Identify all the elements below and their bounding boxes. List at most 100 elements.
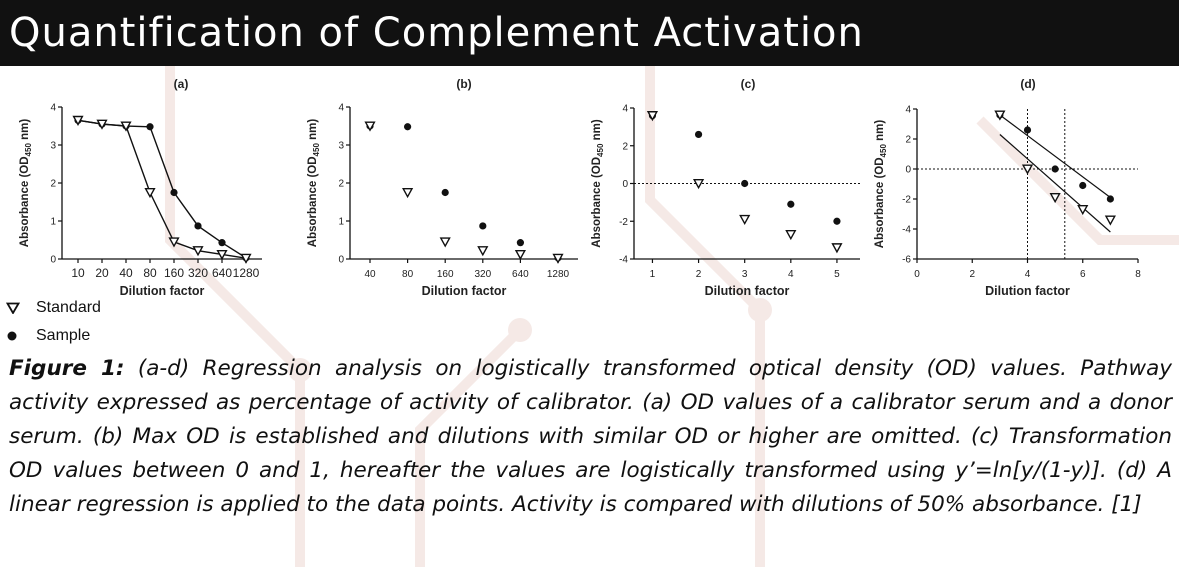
x-tick-label: 640	[212, 266, 232, 280]
y-axis-label: Absorbance (OD450 nm)	[591, 119, 605, 248]
data-point-sample	[404, 123, 412, 131]
data-point-standard	[168, 237, 180, 248]
y-tick-label: 3	[50, 141, 56, 152]
y-tick-label: 4	[905, 105, 911, 116]
x-tick-label: 4	[1025, 269, 1031, 280]
chart-panel-d: (d) -6 -4 -2 0 2 4 0 2 4 6 8 Dilution factor Absorban…	[874, 77, 1141, 298]
data-point-sample	[170, 188, 178, 197]
legend-label-standard: Standard	[36, 299, 101, 316]
data-point-sample	[516, 239, 525, 247]
y-axis-label: Absorbance (OD450 nm)	[874, 120, 888, 249]
data-point-standard	[994, 110, 1006, 121]
data-point-standard	[785, 229, 797, 241]
data-point-sample	[1023, 126, 1032, 134]
data-point-standard	[439, 237, 451, 248]
regression-line	[999, 134, 1111, 233]
filled-circle-marker-icon	[7, 331, 17, 341]
x-tick-label: 160	[164, 266, 184, 280]
y-tick-label: 2	[338, 179, 344, 190]
data-point-sample	[194, 222, 202, 230]
data-point-sample	[218, 239, 226, 247]
x-tick-label: 80	[402, 269, 414, 280]
y-tick-label: -2	[902, 195, 911, 206]
data-point-sample	[146, 123, 154, 131]
x-tick-label: 20	[95, 266, 109, 280]
x-tick-label: 160	[437, 269, 454, 280]
data-point-standard	[552, 253, 564, 264]
data-point-standard	[831, 243, 843, 254]
data-point-standard	[144, 188, 156, 199]
data-point-standard	[240, 253, 252, 264]
data-point-sample	[787, 200, 795, 208]
x-tick-label: 0	[914, 269, 920, 280]
x-tick-label: 3	[742, 269, 748, 280]
series-line-standard	[77, 119, 247, 259]
caption-text: (a-d) Regression analysis on logisticall…	[9, 356, 1172, 517]
caption-label: Figure 1:	[9, 356, 125, 381]
y-tick-label: -4	[619, 255, 628, 266]
data-point-standard	[364, 121, 376, 132]
chart-panel-a: (a) 0 1 2 3 4 10 20 40 80 160 320 640 1280 Dilution fa…	[19, 77, 262, 298]
x-tick-label: 320	[188, 266, 208, 280]
data-point-standard	[1049, 193, 1061, 204]
data-point-standard	[1104, 215, 1116, 226]
y-tick-label: 0	[905, 165, 911, 176]
data-point-sample	[479, 222, 487, 230]
x-tick-label: 40	[364, 269, 376, 280]
y-tick-label: 2	[622, 141, 628, 152]
panel-title: (c)	[741, 77, 756, 91]
data-point-sample	[694, 130, 703, 139]
panel-title: (b)	[456, 77, 471, 91]
x-tick-label: 2	[969, 269, 975, 280]
y-tick-label: 1	[338, 217, 344, 228]
x-tick-label: 4	[788, 269, 794, 280]
series-line-sample	[77, 119, 247, 259]
data-point-sample	[1079, 181, 1087, 190]
x-axis-label: Dilution factor	[985, 284, 1070, 298]
data-point-standard	[1021, 164, 1034, 175]
y-tick-label: 3	[338, 141, 344, 152]
chart-panel-b: (b) 0 1 2 3 4 40 80 160 320 640 1280 Dilution factor…	[307, 77, 578, 298]
figure-caption: Figure 1: (a-d) Regression analysis on l…	[9, 352, 1172, 522]
data-point-sample	[1051, 165, 1059, 173]
data-point-sample	[1106, 195, 1114, 203]
x-tick-label: 640	[512, 269, 529, 280]
y-tick-label: 4	[338, 103, 344, 114]
y-tick-label: 0	[50, 255, 56, 266]
y-tick-label: 2	[50, 179, 56, 190]
y-tick-label: 1	[50, 217, 56, 228]
x-tick-label: 2	[696, 269, 702, 280]
y-tick-label: -4	[902, 225, 911, 236]
data-point-sample	[441, 188, 449, 197]
data-point-standard	[402, 188, 414, 199]
legend: Standard Sample	[0, 293, 112, 349]
data-point-standard	[739, 214, 751, 226]
data-point-standard	[646, 111, 659, 122]
data-point-sample	[741, 179, 749, 188]
x-tick-label: 320	[474, 269, 491, 280]
x-axis-label: Dilution factor	[705, 284, 790, 298]
data-point-sample	[833, 217, 841, 225]
x-tick-label: 5	[834, 269, 840, 280]
y-tick-label: 4	[622, 104, 628, 115]
data-point-standard	[477, 246, 489, 257]
data-point-standard	[120, 121, 132, 132]
x-tick-label: 6	[1080, 269, 1086, 280]
regression-line	[999, 114, 1111, 198]
panel-title: (d)	[1020, 77, 1035, 91]
x-tick-label: 10	[71, 266, 85, 280]
data-point-standard	[692, 179, 705, 190]
x-axis-label: Dilution factor	[422, 284, 507, 298]
y-tick-label: 0	[338, 255, 344, 266]
x-axis-label: Dilution factor	[120, 284, 205, 298]
y-tick-label: 2	[905, 135, 911, 146]
panel-title: (a)	[174, 77, 189, 91]
data-point-standard	[514, 249, 526, 261]
legend-label-sample: Sample	[36, 327, 91, 344]
data-point-standard	[216, 249, 228, 261]
data-point-standard	[192, 246, 204, 257]
y-axis-label: Absorbance (OD450 nm)	[307, 119, 321, 248]
y-axis-label: Absorbance (OD450 nm)	[19, 119, 33, 248]
